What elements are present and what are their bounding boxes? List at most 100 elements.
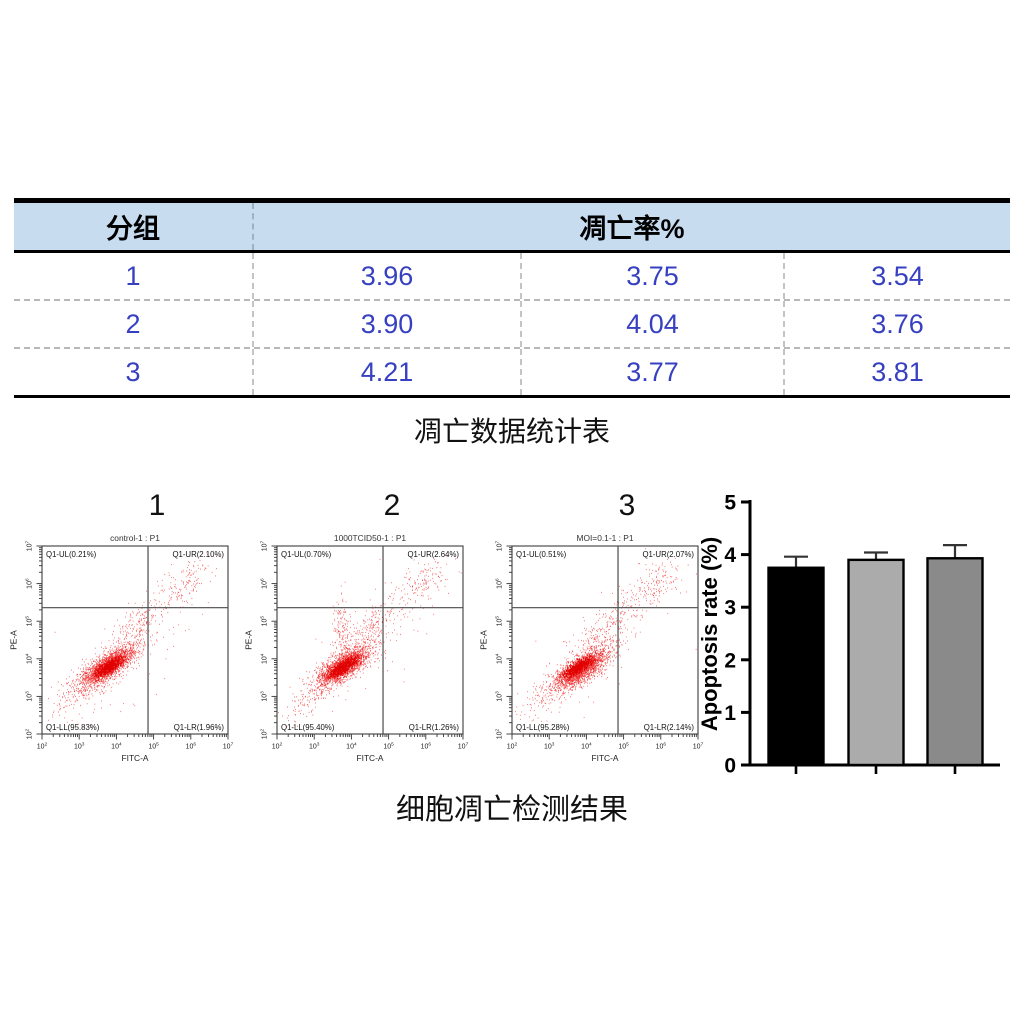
axis-tick-label: 106 — [259, 578, 268, 589]
axis-tick-label: 104 — [259, 653, 268, 664]
flow-scatter-plot-2: 1000TCID50-1 : P1 102 102 103 103 104 104 105 10… — [244, 533, 469, 763]
y-axis-tick-label: 2 — [724, 649, 736, 672]
axis-tick-label: 102 — [37, 741, 48, 750]
plot-frame — [276, 545, 464, 735]
quadrant-label-lr: Q1-LR(1.26%) — [409, 723, 460, 732]
axis-tick-label: 104 — [24, 653, 33, 664]
axis-tick-label: 105 — [24, 616, 33, 627]
axis-tick-label: 102 — [259, 728, 268, 739]
y-axis-tick-label: 4 — [724, 544, 736, 567]
value-cell: 4.04 — [520, 301, 783, 347]
scatter-points — [48, 553, 220, 731]
x-axis-label: FITC-A — [357, 753, 384, 763]
axis-ticks — [506, 545, 699, 740]
scatter-points — [278, 555, 462, 728]
flow-panel-3: 3 MOI=0.1-1 : P1 102 102 103 103 104 104 105 105… — [478, 486, 704, 766]
x-axis-label: FITC-A — [122, 753, 149, 763]
axis-tick-label: 107 — [24, 540, 33, 551]
flow-scatter-plot-1: control-1 : P1 102 102 103 103 104 104 105 105 10… — [9, 533, 234, 763]
quadrant-label-ul: Q1-UL(0.70%) — [281, 550, 332, 559]
axis-tick-label: 104 — [111, 741, 122, 750]
y-axis-label: PE-A — [244, 630, 254, 650]
figure-caption: 细胞凋亡检测结果 — [395, 794, 628, 826]
flow-scatter-plot-3: MOI=0.1-1 : P1 102 102 103 103 104 104 105 105 10… — [479, 533, 704, 763]
axis-tick-label: 102 — [272, 741, 283, 750]
axis-tick-label: 104 — [346, 741, 357, 750]
axis-tick-label: 103 — [259, 691, 268, 702]
table-header-group: 分组 — [106, 214, 160, 244]
quadrant-label-ll: Q1-LL(95.40%) — [281, 723, 335, 732]
axis-tick-label: 103 — [544, 741, 555, 750]
axis-tick-label: 103 — [309, 741, 320, 750]
axis-ticks — [36, 545, 229, 740]
bar-group-3 — [926, 557, 984, 767]
axis-tick-label: 105 — [259, 616, 268, 627]
y-axis-tick-label: 0 — [724, 755, 736, 778]
axis-tick-label: 107 — [259, 540, 268, 551]
axis-tick-label: 105 — [148, 741, 159, 750]
group-cell: 3 — [125, 356, 141, 387]
plot-title: 1000TCID50-1 : P1 — [334, 533, 406, 543]
value-cell: 4.21 — [252, 349, 520, 395]
value-cell: 3.96 — [252, 253, 520, 299]
axis-tick-label: 103 — [494, 691, 503, 702]
y-axis-label: PE-A — [479, 630, 489, 650]
axis-tick-label: 106 — [24, 578, 33, 589]
value-cell: 3.75 — [520, 253, 783, 299]
value-cell: 3.54 — [783, 253, 1010, 299]
quadrant-label-ur: Q1-UR(2.64%) — [407, 550, 459, 559]
table-row: 1 3.96 3.75 3.54 — [14, 253, 1010, 299]
value-cell: 3.90 — [252, 301, 520, 347]
axis-tick-label: 104 — [581, 741, 592, 750]
plot-title: MOI=0.1-1 : P1 — [576, 533, 633, 543]
axis-tick-label: 106 — [186, 741, 197, 750]
y-axis-label: PE-A — [9, 630, 19, 650]
y-axis-tick-label: 1 — [724, 702, 736, 725]
quadrant-label-ur: Q1-UR(2.10%) — [172, 550, 224, 559]
axis-tick-label: 102 — [494, 728, 503, 739]
quadrant-label-ll: Q1-LL(95.83%) — [46, 723, 100, 732]
axis-tick-label: 105 — [383, 741, 394, 750]
axis-tick-label: 105 — [618, 741, 629, 750]
plot-title: control-1 : P1 — [110, 533, 160, 543]
axis-ticks — [271, 545, 464, 740]
flow-panel-2: 2 1000TCID50-1 : P1 102 102 103 103 104 104 105… — [243, 486, 479, 766]
scatter-points-core — [79, 648, 133, 684]
bar-group-1 — [767, 566, 825, 767]
axis-tick-label: 107 — [693, 741, 704, 750]
axis-tick-label: 106 — [494, 578, 503, 589]
axis-tick-label: 106 — [656, 741, 667, 750]
axis-tick-label: 107 — [223, 741, 234, 750]
table-caption: 凋亡数据统计表 — [413, 417, 610, 448]
table-header-row: 分组 凋亡率% — [14, 203, 1010, 253]
panel-number: 3 — [618, 489, 636, 522]
axis-tick-label: 102 — [24, 728, 33, 739]
scatter-points-core — [557, 648, 603, 684]
scatter-points — [515, 548, 697, 728]
axis-tick-label: 107 — [458, 741, 469, 750]
panel-number: 2 — [383, 489, 401, 522]
axis-tick-label: 107 — [494, 540, 503, 551]
plot-frame — [41, 545, 229, 735]
bar-group-2 — [847, 558, 905, 767]
group-cell: 1 — [125, 260, 141, 291]
quadrant-label-lr: Q1-LR(1.96%) — [174, 723, 225, 732]
value-cell: 3.76 — [783, 301, 1010, 347]
quadrant-label-ll: Q1-LL(95.28%) — [516, 723, 570, 732]
table-row: 3 4.21 3.77 3.81 — [14, 347, 1010, 395]
apoptosis-stats-table: 分组 凋亡率% 1 3.96 3.75 3.54 2 3.90 4.04 3.7… — [14, 198, 1010, 398]
quadrant-label-ul: Q1-UL(0.21%) — [46, 550, 97, 559]
axis-tick-label: 102 — [507, 741, 518, 750]
y-axis-tick-label: 3 — [724, 597, 736, 620]
quadrant-label-ur: Q1-UR(2.07%) — [642, 550, 694, 559]
scatter-points-core — [321, 652, 367, 684]
axis-tick-label: 103 — [74, 741, 85, 750]
y-axis-tick-label: 5 — [724, 492, 736, 515]
x-axis-label: FITC-A — [592, 753, 619, 763]
axis-tick-label: 104 — [494, 653, 503, 664]
value-cell: 3.81 — [783, 349, 1010, 395]
quadrant-label-lr: Q1-LR(2.14%) — [644, 723, 695, 732]
quadrant-label-ul: Q1-UL(0.51%) — [516, 550, 567, 559]
flow-panel-1: 1 control-1 : P1 102 102 103 103 104 104 105 105… — [8, 486, 244, 766]
